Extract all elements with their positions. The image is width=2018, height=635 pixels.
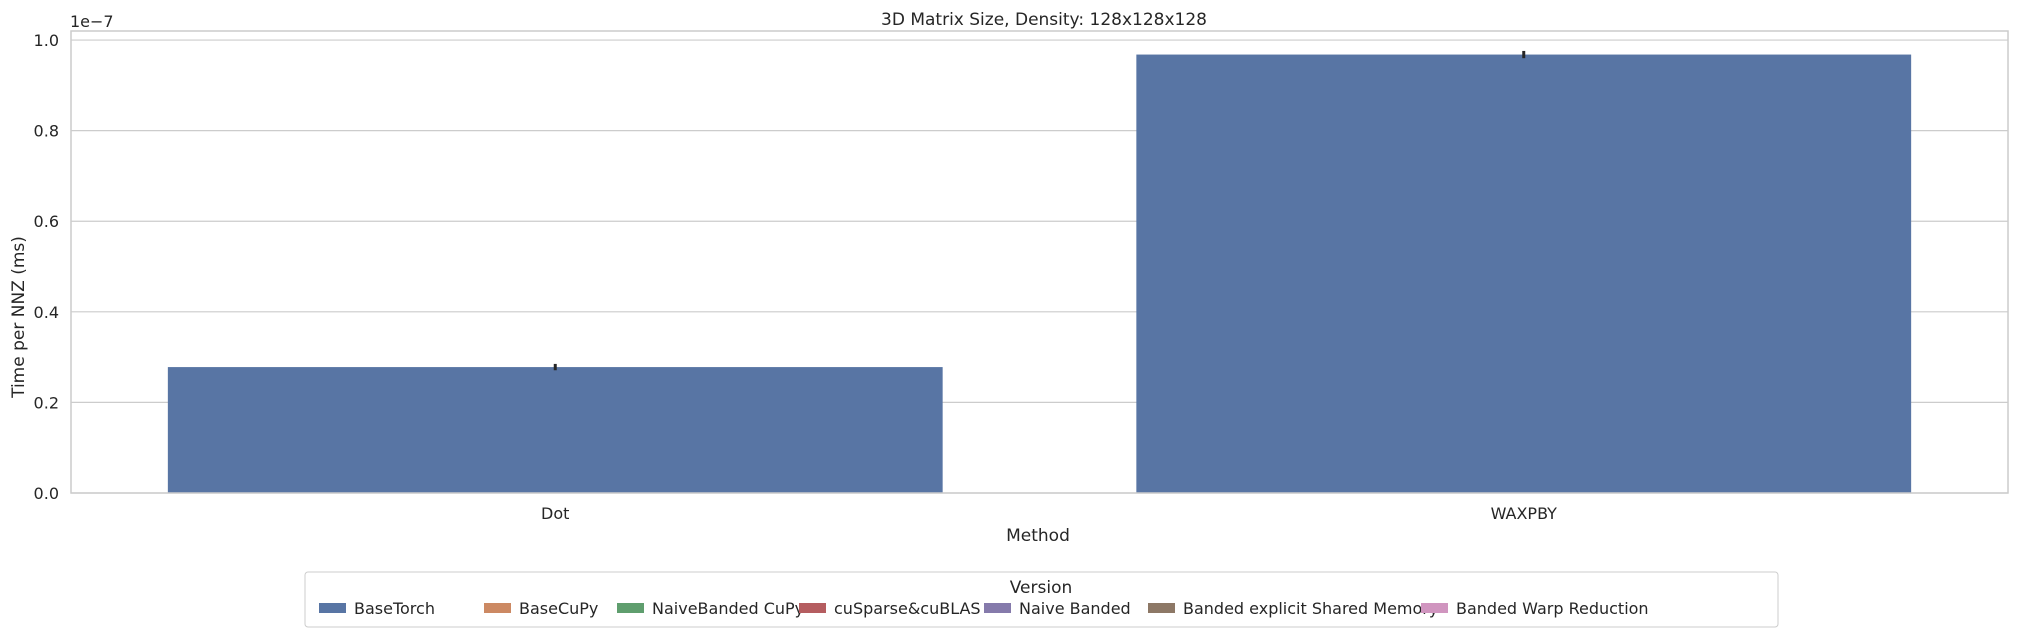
x-axis-label: Method [1006,526,1070,546]
legend-label-4: Naive Banded [1019,599,1131,618]
y-tick-label: 0.8 [34,122,59,141]
y-offset-label: 1e−7 [70,12,114,31]
bar-waxpby-basetorch [1136,54,1912,493]
legend-label-2: NaiveBanded CuPy [652,599,804,618]
legend-swatch-0 [319,603,346,613]
legend-swatch-1 [484,603,511,613]
legend-swatch-3 [799,603,826,613]
legend-frame [304,571,1779,628]
y-axis-label: Time per NNZ (ms) [9,236,29,399]
y-tick-label: 0.6 [34,212,59,231]
bar-dot-basetorch [167,367,943,493]
x-tick-label: Dot [541,504,569,523]
legend-label-0: BaseTorch [354,599,435,618]
chart-title: 3D Matrix Size, Density: 128x128x128 [881,10,1207,30]
y-tick-label: 0.4 [34,303,59,322]
legend-swatch-4 [984,603,1011,613]
legend-label-6: Banded Warp Reduction [1456,599,1649,618]
legend-swatch-2 [617,603,644,613]
legend-title: Version [1010,578,1073,598]
legend-label-5: Banded explicit Shared Memory [1183,599,1438,618]
legend-swatch-5 [1148,603,1175,613]
y-tick-label: 1.0 [34,31,59,50]
legend-swatch-6 [1421,603,1448,613]
x-tick-label: WAXPBY [1491,504,1558,523]
y-tick-label: 0.0 [34,484,59,503]
plot-area: 0.0 0.2 0.4 0.6 0.8 1.0 Dot WAXPBY [34,30,2009,523]
legend-label-3: cuSparse&cuBLAS [834,599,981,618]
plot-frame [70,30,2009,494]
legend: Version BaseTorch BaseCuPy NaiveBanded CuP… [304,571,1779,628]
legend-label-1: BaseCuPy [519,599,598,618]
y-tick-label: 0.2 [34,393,59,412]
